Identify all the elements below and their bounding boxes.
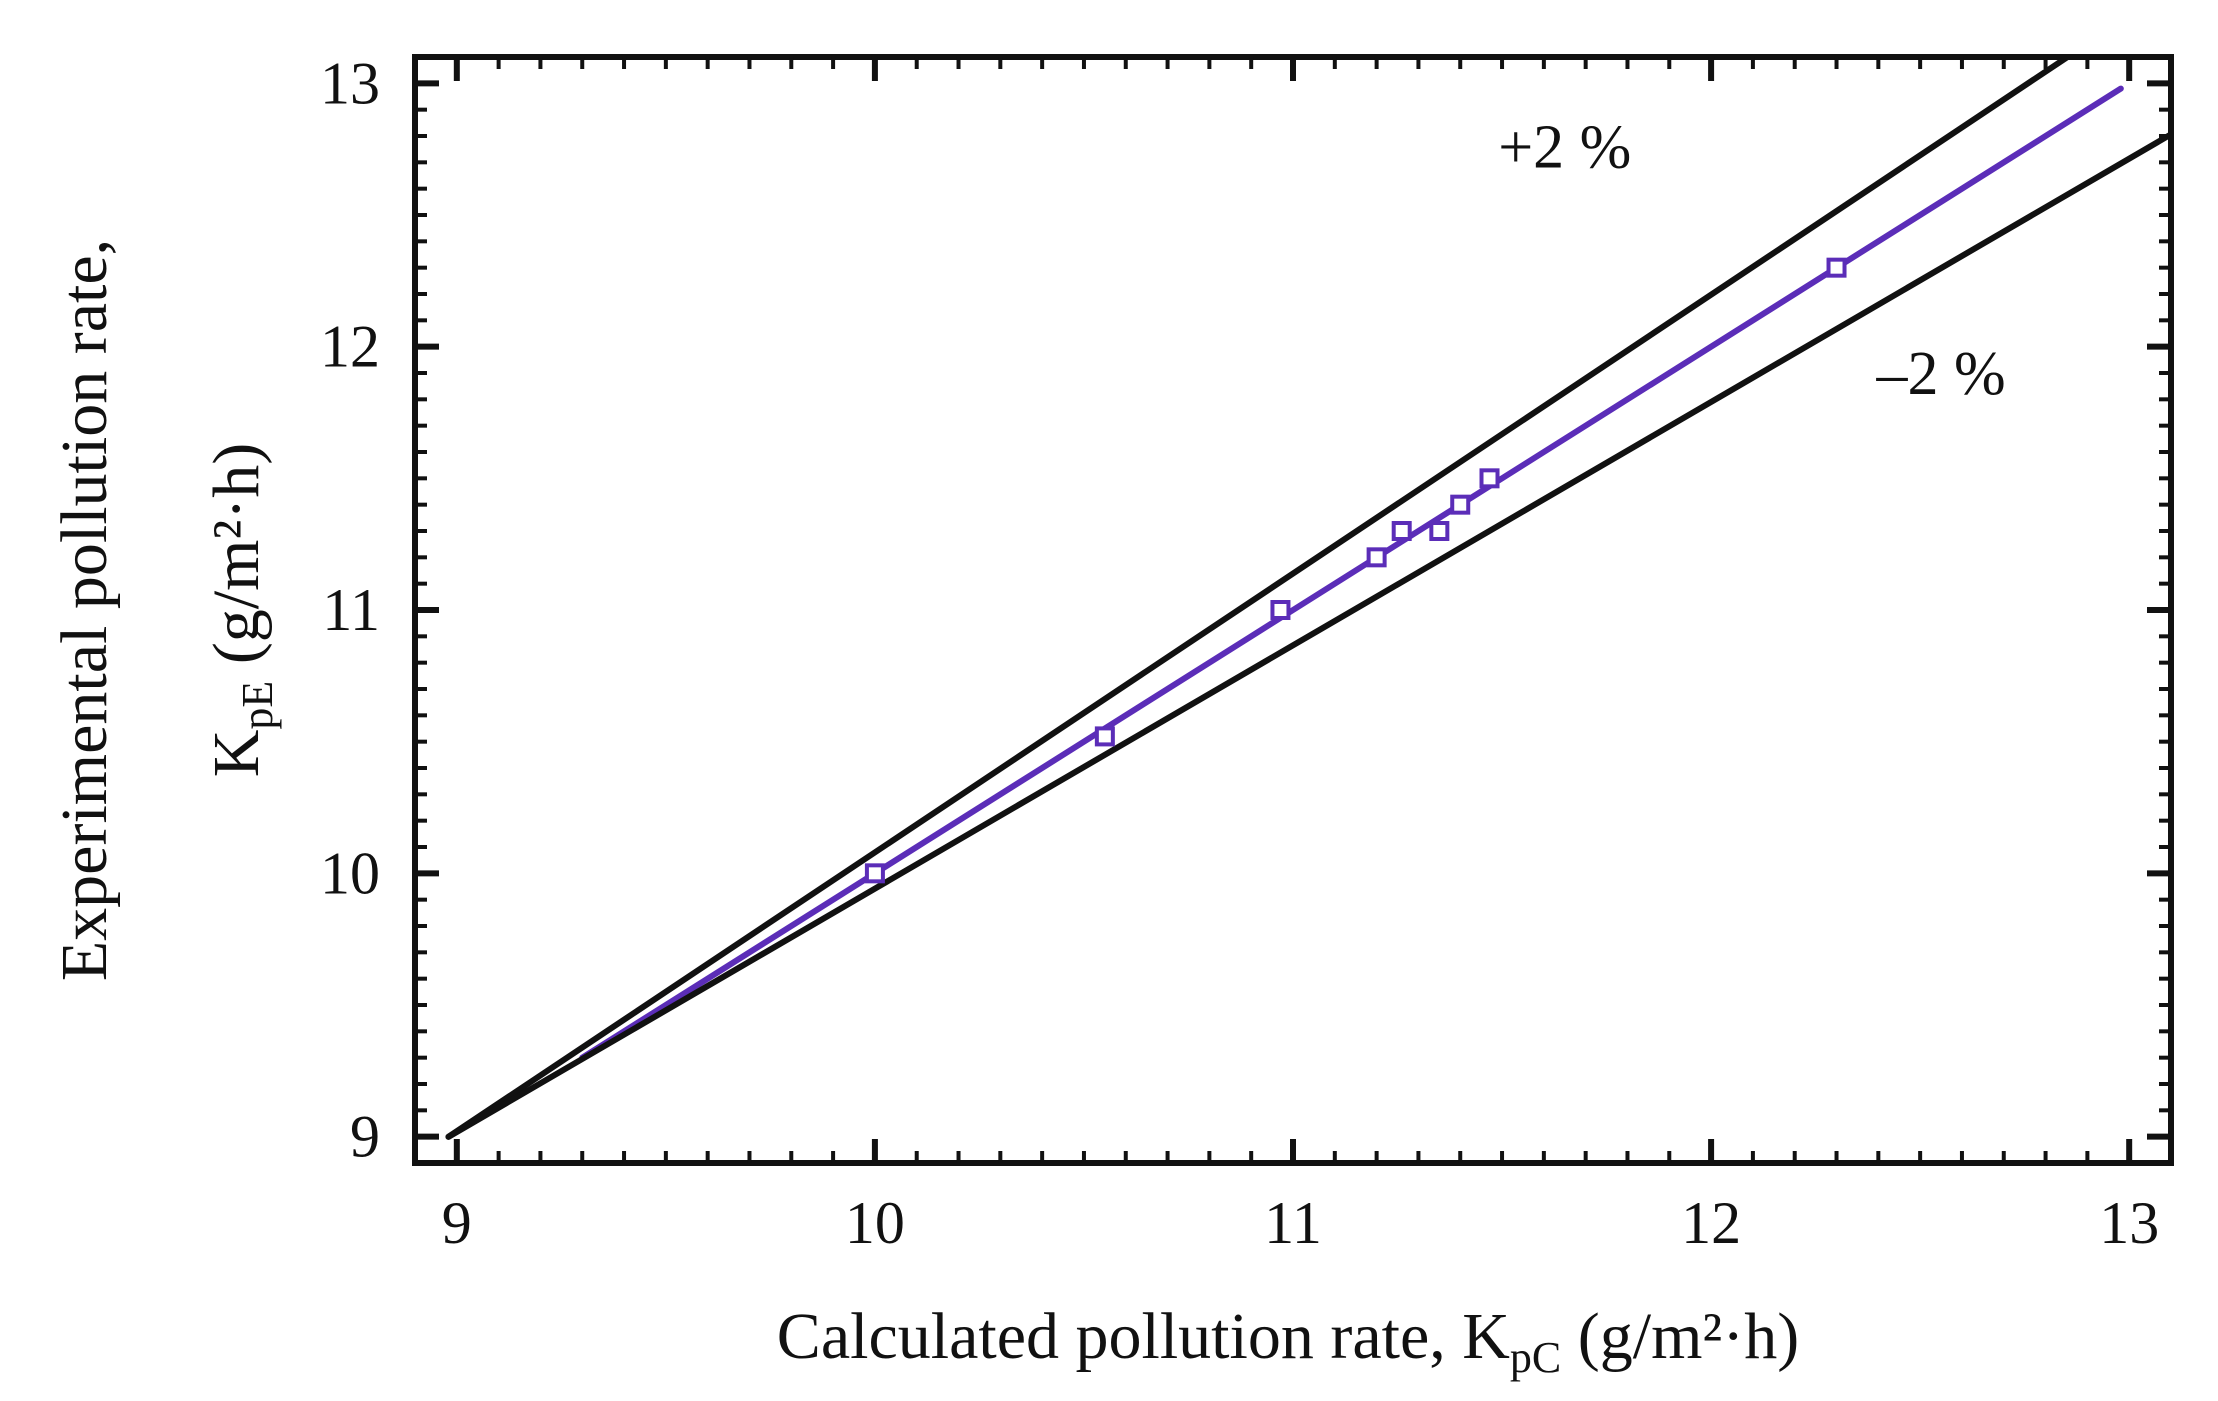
x-tick-label: 9 [442,1190,472,1256]
x-axis-title-prefix: Calculated pollution rate, K [777,1300,1510,1373]
y-tick-labels: 9 10 11 12 13 [320,50,380,1169]
x-tick-labels: 9 10 11 12 13 [442,1190,2159,1256]
data-point [1479,468,1500,489]
y-tick-label: 13 [320,50,380,116]
x-axis-title-subscript: pC [1510,1333,1561,1382]
y-axis-title-line1-text: Experimental pollution rate, [48,239,121,981]
series-line-2-bound [445,131,2171,1140]
x-axis-title: Calculated pollution rate, KpC (g/m²·h) [777,1300,1799,1382]
series-line-2-bound [445,57,2073,1140]
data-point [1094,726,1115,747]
x-axis-title-suffix: (g/m²·h) [1561,1300,1799,1373]
annotations: +2 % –2 % [1498,114,2005,408]
series-lines [445,57,2171,1140]
series-line-fit-line [579,85,2124,1061]
y-axis-title-suffix: (g/m²·h) [200,443,273,681]
y-tick-label: 11 [322,577,380,643]
x-tick-label: 12 [1681,1190,1741,1256]
y-axis-title-line1: Experimental pollution rate, [48,239,121,981]
x-tick-label: 10 [845,1190,905,1256]
y-tick-label: 10 [320,840,380,906]
axis-ticks [413,55,2173,1165]
y-axis-title-line2: KpE (g/m²·h) [200,443,282,777]
data-point [864,863,885,884]
data-point [1391,521,1412,541]
data-points [864,257,1847,884]
y-tick-label: 9 [350,1104,380,1170]
x-tick-label: 13 [2099,1190,2159,1256]
x-tick-label: 11 [1264,1190,1322,1256]
data-point [1450,494,1471,515]
annotation-label-0: +2 % [1498,114,1631,182]
y-axis-title-prefix: K [200,730,273,778]
y-tick-label: 12 [320,314,380,380]
y-axis-title-subscript: pE [233,681,282,730]
data-point [1366,547,1387,568]
data-point [1826,257,1847,278]
annotation-label-1: –2 % [1875,340,2005,408]
data-point [1429,521,1450,541]
data-point [1270,600,1291,620]
